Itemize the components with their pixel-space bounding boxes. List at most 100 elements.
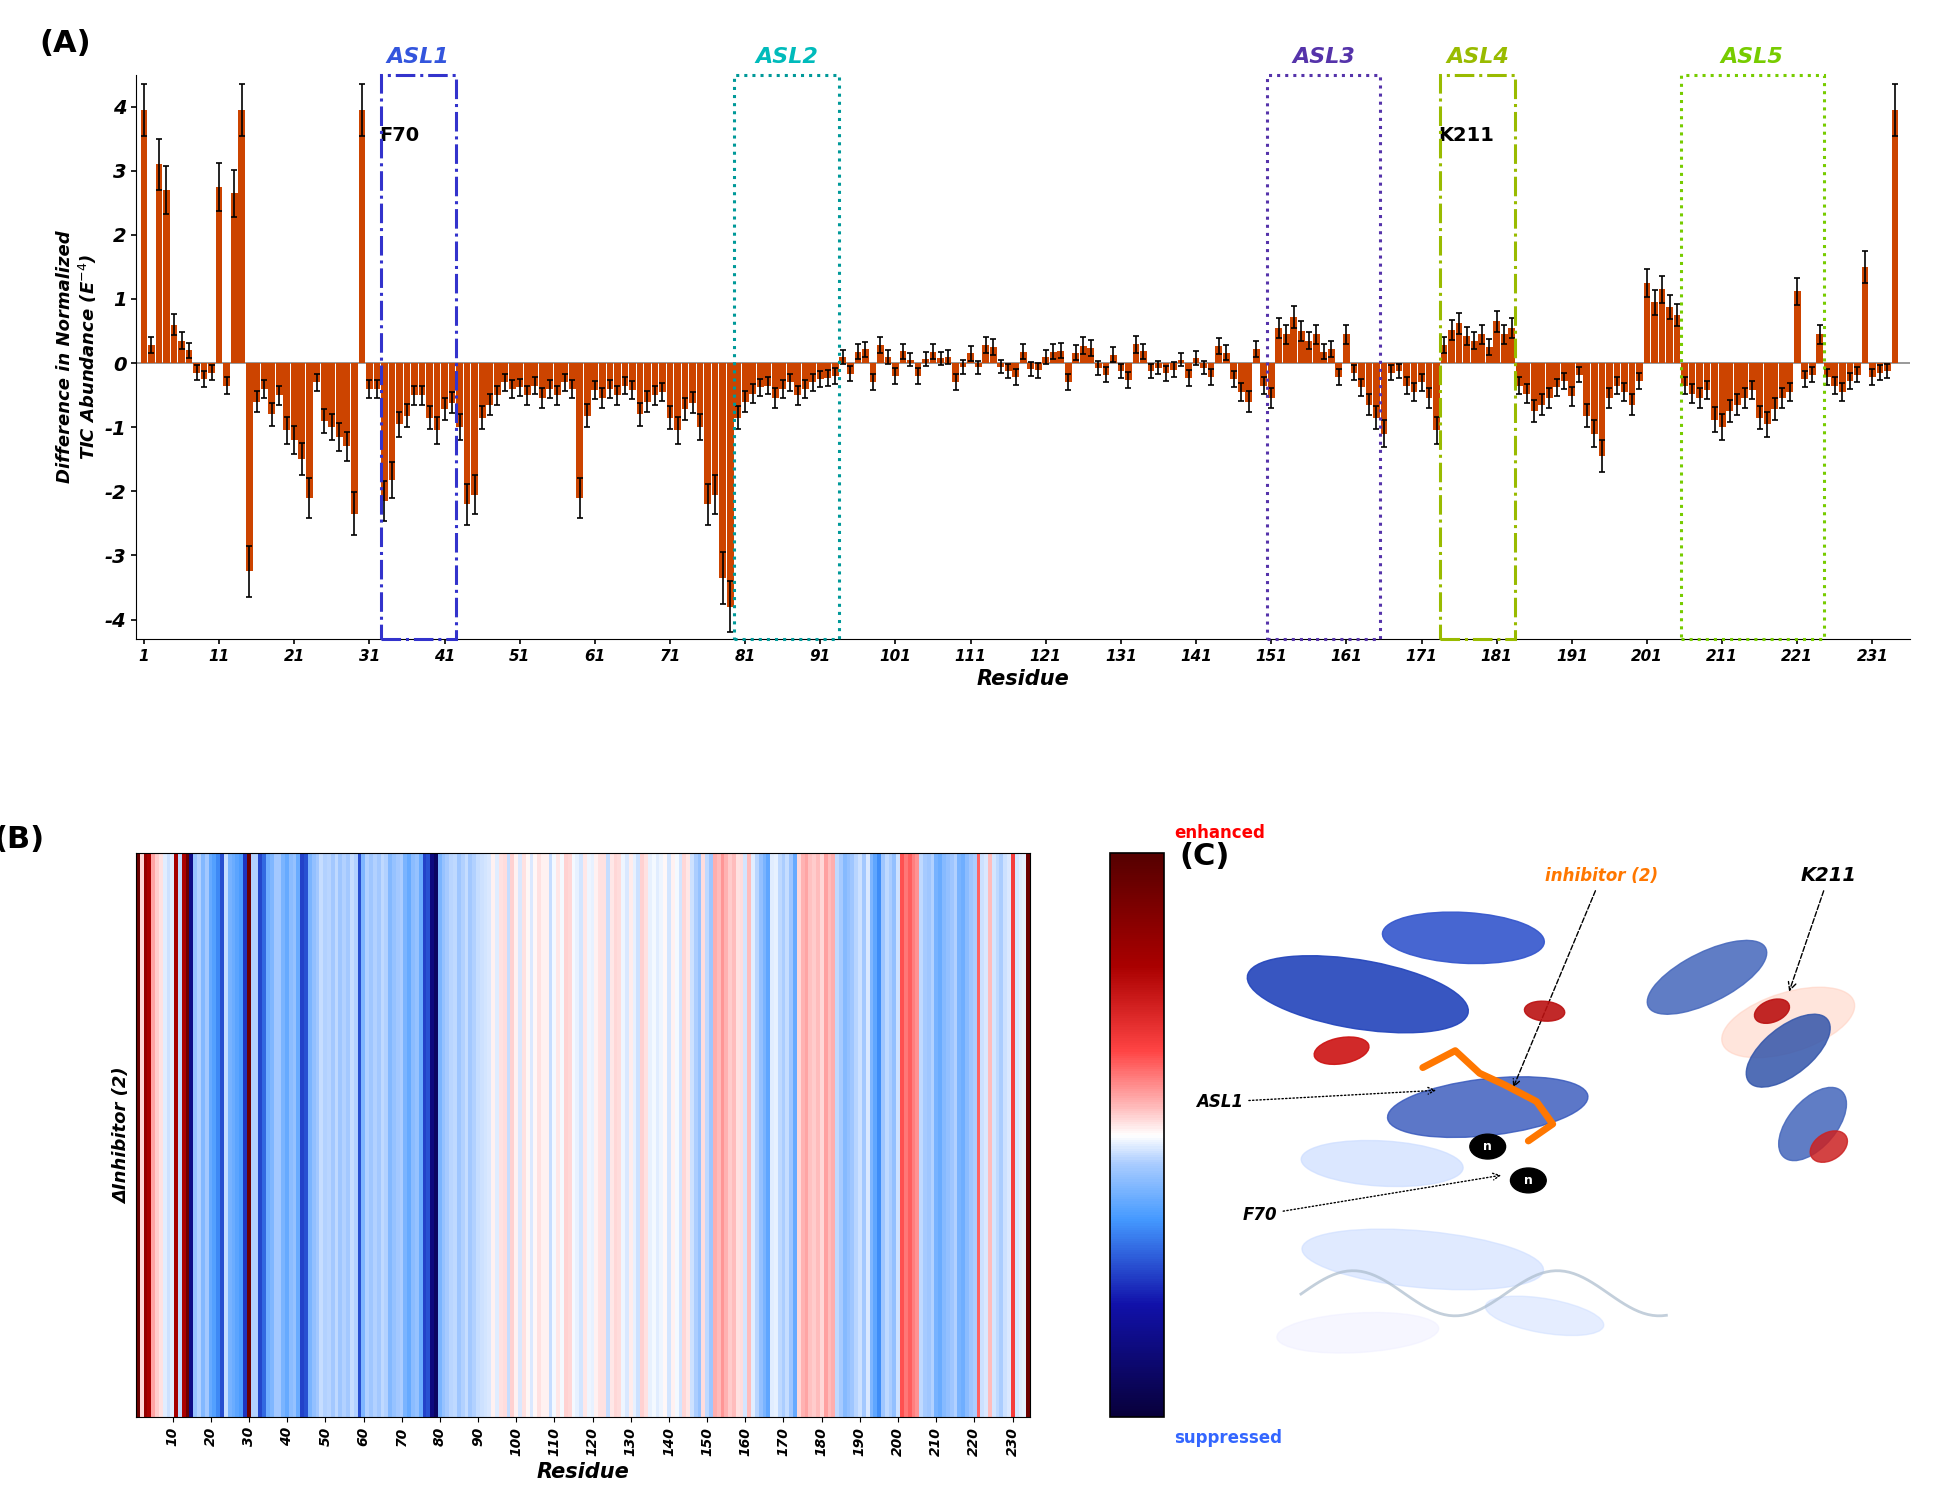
Bar: [456, 363, 464, 427]
Bar: [1597, 363, 1605, 457]
Bar: [434, 363, 440, 430]
Text: ASL2: ASL2: [754, 46, 818, 67]
Bar: [1327, 349, 1334, 363]
Bar: [1358, 363, 1364, 388]
Bar: [666, 363, 674, 418]
Bar: [1576, 363, 1582, 374]
Bar: [1860, 267, 1868, 363]
Bar: [1208, 363, 1214, 377]
Bar: [1245, 363, 1251, 401]
Bar: [1726, 363, 1732, 412]
Bar: [1529, 363, 1537, 412]
Bar: [719, 363, 725, 577]
Ellipse shape: [1313, 1037, 1367, 1064]
Bar: [1050, 352, 1056, 363]
Bar: [682, 363, 688, 409]
Bar: [501, 363, 508, 382]
Bar: [869, 363, 877, 382]
Text: ASL5: ASL5: [1720, 46, 1782, 67]
Bar: [1679, 75, 1823, 639]
Bar: [795, 363, 801, 395]
Text: ASL1: ASL1: [1196, 1088, 1434, 1112]
Bar: [629, 363, 635, 389]
Bar: [1403, 363, 1408, 385]
Bar: [651, 363, 658, 395]
Bar: [787, 363, 793, 382]
Bar: [1260, 363, 1266, 385]
Bar: [771, 363, 777, 398]
Bar: [1816, 334, 1821, 363]
Bar: [245, 363, 253, 571]
Bar: [1516, 363, 1521, 385]
Bar: [208, 363, 214, 373]
Bar: [380, 75, 456, 639]
Ellipse shape: [1753, 1000, 1788, 1024]
Bar: [929, 352, 935, 363]
Bar: [1350, 363, 1356, 373]
Text: enhanced: enhanced: [1175, 824, 1264, 841]
Bar: [1155, 363, 1161, 367]
Bar: [1334, 363, 1342, 377]
Bar: [1553, 363, 1560, 388]
Bar: [282, 363, 290, 430]
Bar: [974, 363, 982, 367]
Bar: [216, 186, 222, 363]
Bar: [171, 325, 177, 363]
Bar: [1366, 363, 1371, 404]
Ellipse shape: [1247, 956, 1467, 1032]
Bar: [1771, 363, 1777, 409]
Bar: [816, 363, 824, 379]
Bar: [1140, 351, 1145, 363]
Bar: [824, 363, 830, 377]
Bar: [892, 363, 898, 376]
Bar: [382, 363, 388, 501]
Ellipse shape: [1276, 1313, 1438, 1353]
Bar: [524, 363, 530, 395]
Bar: [727, 363, 732, 607]
Bar: [748, 363, 756, 394]
Bar: [1034, 363, 1040, 370]
Bar: [674, 363, 680, 430]
Circle shape: [1510, 1168, 1545, 1192]
Bar: [351, 363, 358, 513]
Bar: [1071, 352, 1079, 363]
Bar: [990, 348, 995, 363]
Bar: [545, 363, 553, 389]
Bar: [485, 363, 493, 404]
Bar: [1253, 349, 1258, 363]
Bar: [1237, 363, 1245, 392]
Bar: [690, 363, 695, 403]
Bar: [1216, 346, 1221, 363]
Bar: [1484, 348, 1492, 363]
X-axis label: Residue: Residue: [536, 1462, 629, 1482]
Bar: [1058, 351, 1064, 363]
Bar: [1011, 363, 1019, 377]
Bar: [779, 363, 785, 389]
Bar: [900, 352, 906, 363]
Text: n: n: [1523, 1174, 1531, 1188]
Bar: [388, 363, 395, 480]
Bar: [1379, 363, 1387, 434]
Bar: [1658, 289, 1664, 363]
Bar: [982, 345, 988, 363]
Bar: [1313, 334, 1319, 363]
Bar: [1508, 328, 1514, 363]
Bar: [756, 363, 764, 388]
Bar: [538, 363, 545, 398]
Bar: [921, 360, 929, 363]
Bar: [1440, 345, 1447, 363]
X-axis label: Residue: Residue: [976, 668, 1069, 689]
Bar: [1371, 363, 1379, 418]
Ellipse shape: [1381, 912, 1543, 964]
Bar: [177, 340, 185, 363]
Bar: [945, 357, 951, 363]
Bar: [140, 110, 148, 363]
Bar: [1471, 340, 1477, 363]
Text: F70: F70: [380, 125, 419, 145]
Bar: [1718, 363, 1724, 427]
Bar: [590, 363, 598, 389]
Bar: [1132, 345, 1140, 363]
Bar: [1440, 75, 1516, 639]
Text: n: n: [1482, 1140, 1492, 1153]
Bar: [1124, 363, 1132, 379]
